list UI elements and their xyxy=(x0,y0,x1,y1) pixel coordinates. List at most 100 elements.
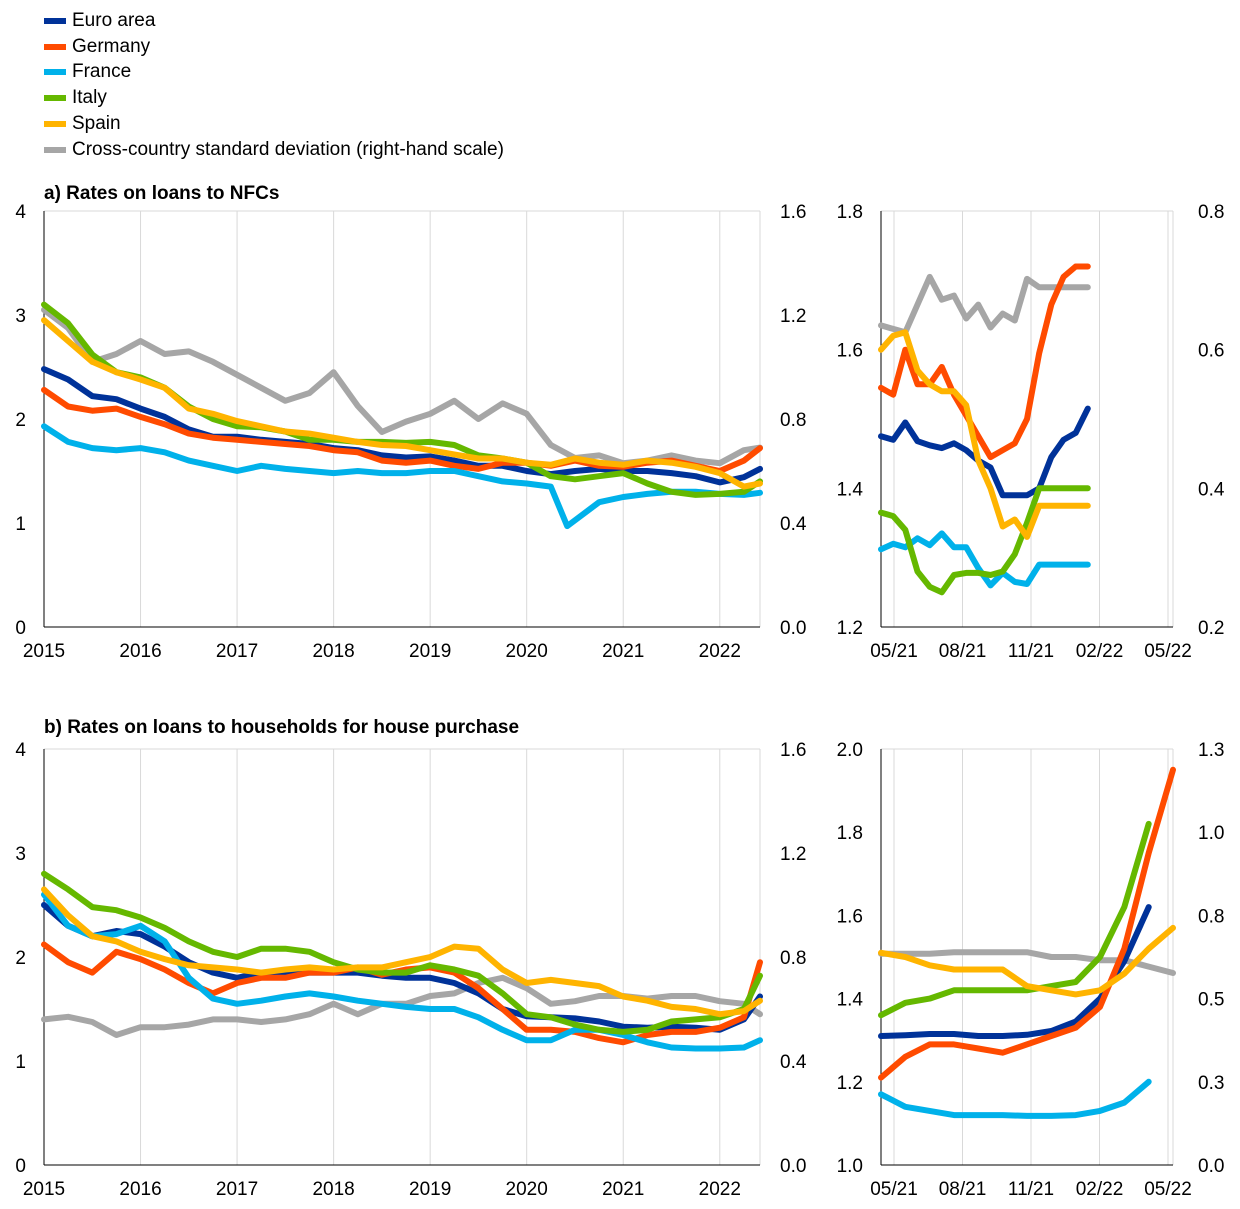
y-right-tick-label: 0.4 xyxy=(1198,479,1225,500)
x-tick-label: 2017 xyxy=(216,1179,258,1200)
series-line-cross-country-standard-deviation-right-hand-scale xyxy=(878,273,1091,336)
x-tick-label: 2018 xyxy=(312,1179,354,1200)
x-tick-label: 2016 xyxy=(119,1179,161,1200)
y-left-tick-label: 2 xyxy=(15,410,26,431)
x-tick-label: 05/21 xyxy=(870,1179,918,1200)
y-right-tick-label: 0.5 xyxy=(1198,990,1224,1011)
y-left-tick-label: 1 xyxy=(15,1052,26,1073)
y-left-tick-label: 1.2 xyxy=(837,618,863,639)
series-line-france xyxy=(41,891,763,1052)
panel-b-title: b) Rates on loans to households for hous… xyxy=(44,717,520,738)
y-left-tick-label: 1.4 xyxy=(837,990,864,1011)
y-right-tick-label: 0.0 xyxy=(780,1156,806,1177)
x-tick-label: 2020 xyxy=(506,641,548,662)
x-tick-label: 2019 xyxy=(409,1179,451,1200)
x-tick-label: 05/22 xyxy=(1144,1179,1192,1200)
series-line-spain xyxy=(41,886,763,1018)
y-right-tick-label: 1.6 xyxy=(780,740,806,761)
y-left-tick-label: 1.8 xyxy=(837,823,863,844)
series-line-italy xyxy=(878,820,1152,1019)
y-left-tick-label: 1 xyxy=(15,514,26,535)
y-right-tick-label: 0.6 xyxy=(1198,341,1224,362)
legend-label: Spain xyxy=(72,113,121,135)
x-tick-label: 02/22 xyxy=(1076,1179,1124,1200)
x-tick-label: 2018 xyxy=(312,641,354,662)
x-tick-label: 2021 xyxy=(602,641,644,662)
series-line-italy xyxy=(41,870,763,1035)
y-right-tick-label: 1.0 xyxy=(1198,823,1224,844)
x-tick-label: 05/22 xyxy=(1144,641,1192,662)
series-line-france xyxy=(41,423,763,530)
y-left-tick-label: 0 xyxy=(15,618,26,639)
series-line-italy xyxy=(878,485,1091,596)
y-left-tick-label: 3 xyxy=(15,844,26,865)
y-left-tick-label: 1.2 xyxy=(837,1073,863,1094)
x-tick-label: 02/22 xyxy=(1076,641,1124,662)
x-tick-label: 08/21 xyxy=(939,1179,987,1200)
series-line-spain xyxy=(878,329,1091,540)
y-left-tick-label: 1.8 xyxy=(837,202,863,223)
y-right-tick-label: 1.6 xyxy=(780,202,806,223)
x-tick-label: 11/21 xyxy=(1008,641,1054,662)
y-left-tick-label: 1.6 xyxy=(837,906,863,927)
y-right-tick-label: 1.2 xyxy=(780,844,806,865)
series-line-germany xyxy=(878,766,1176,1081)
legend-swatch xyxy=(44,121,66,128)
legend-item: Euro area xyxy=(44,8,504,34)
series-line-euro-area xyxy=(41,366,763,486)
y-right-tick-label: 1.2 xyxy=(780,306,806,327)
y-left-tick-label: 2 xyxy=(15,948,26,969)
y-right-tick-label: 0.4 xyxy=(780,514,807,535)
y-left-tick-label: 0 xyxy=(15,1156,26,1177)
y-right-tick-label: 0.3 xyxy=(1198,1073,1224,1094)
panel-a-title: a) Rates on loans to NFCs xyxy=(44,183,280,204)
legend-swatch xyxy=(44,43,66,50)
series-line-germany xyxy=(878,263,1091,461)
legend-item: Italy xyxy=(44,85,504,111)
y-left-tick-label: 3 xyxy=(15,306,26,327)
legend-swatch xyxy=(44,17,66,24)
x-tick-label: 2021 xyxy=(602,1179,644,1200)
y-right-tick-label: 0.0 xyxy=(1198,1156,1224,1177)
x-tick-label: 2022 xyxy=(699,1179,741,1200)
y-left-tick-label: 4 xyxy=(15,740,26,761)
x-tick-label: 2020 xyxy=(506,1179,548,1200)
y-left-tick-label: 4 xyxy=(15,202,26,223)
x-tick-label: 11/21 xyxy=(1008,1179,1054,1200)
legend-label: France xyxy=(72,61,132,83)
legend-item: Spain xyxy=(44,111,504,137)
legend-label: Germany xyxy=(72,35,151,57)
y-right-tick-label: 0.8 xyxy=(780,410,806,431)
legend-swatch xyxy=(44,95,66,102)
x-tick-label: 2022 xyxy=(699,641,741,662)
legend-label: Italy xyxy=(72,87,107,109)
y-right-tick-label: 0.0 xyxy=(780,618,806,639)
x-tick-label: 2016 xyxy=(119,641,161,662)
y-right-tick-label: 0.8 xyxy=(780,948,806,969)
x-tick-label: 2015 xyxy=(23,641,65,662)
y-left-tick-label: 1.0 xyxy=(837,1156,863,1177)
y-left-tick-label: 1.6 xyxy=(837,341,863,362)
series-line-spain xyxy=(41,317,763,490)
x-tick-label: 05/21 xyxy=(870,641,918,662)
series-line-spain xyxy=(878,924,1176,998)
x-tick-label: 2017 xyxy=(216,641,258,662)
legend-swatch xyxy=(44,69,66,76)
series-line-euro-area xyxy=(878,405,1091,499)
series-line-euro-area xyxy=(878,904,1152,1039)
y-right-tick-label: 0.8 xyxy=(1198,906,1224,927)
x-tick-label: 2019 xyxy=(409,641,451,662)
legend-item: Germany xyxy=(44,34,504,60)
legend-label: Cross-country standard deviation (right-… xyxy=(72,138,504,160)
y-right-tick-label: 0.2 xyxy=(1198,618,1224,639)
legend-item: Cross-country standard deviation (right-… xyxy=(44,137,504,163)
x-tick-label: 2015 xyxy=(23,1179,65,1200)
legend-item: France xyxy=(44,60,504,86)
series-line-france xyxy=(878,1078,1152,1119)
y-right-tick-label: 0.8 xyxy=(1198,202,1224,223)
legend-swatch xyxy=(44,146,66,153)
